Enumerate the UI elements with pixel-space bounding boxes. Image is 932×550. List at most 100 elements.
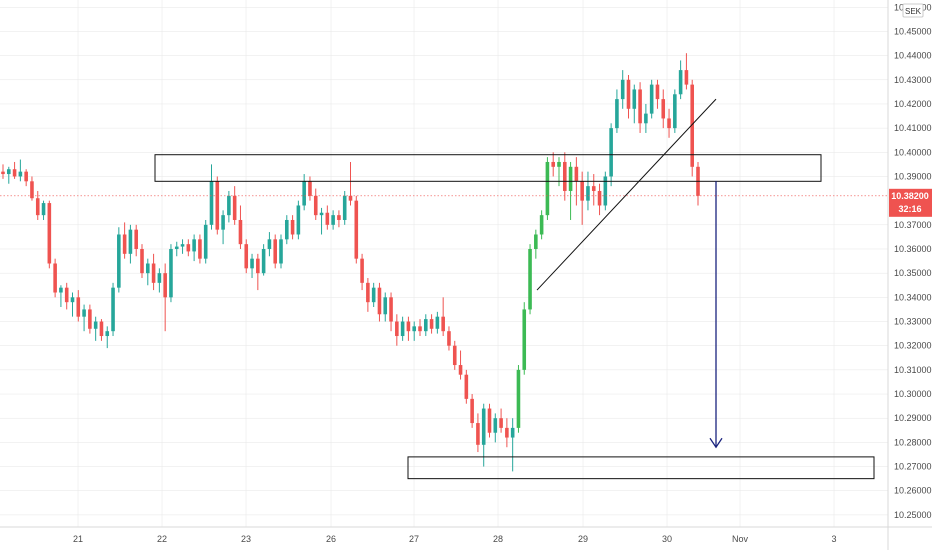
candle-body [296, 205, 301, 235]
candle-body [256, 258, 260, 274]
candle-body [458, 365, 463, 375]
candle-body [232, 195, 237, 220]
candle-body [418, 326, 422, 332]
candle-body [510, 427, 515, 438]
candle-body [551, 161, 556, 167]
candle-body [597, 190, 602, 206]
y-tick-label: 10.34000 [894, 292, 932, 302]
candle-body [221, 215, 225, 230]
candle-body [661, 99, 666, 119]
x-tick-label: Nov [732, 534, 749, 544]
y-tick-label: 10.36000 [894, 244, 932, 254]
y-tick-label: 10.33000 [894, 317, 932, 327]
candle-body [389, 297, 393, 322]
y-tick-label: 10.29000 [894, 413, 932, 423]
candle-body [261, 248, 266, 274]
y-tick-label: 10.43000 [894, 75, 932, 85]
time-axis[interactable]: 21 22 23 26 27 28 29 30 Nov 3 [73, 534, 837, 544]
candle-body [447, 331, 451, 346]
candle-body [273, 239, 278, 264]
candle-body [53, 263, 57, 293]
candle-body [82, 309, 86, 317]
candle-body [250, 258, 254, 269]
x-tick-label: 23 [241, 534, 251, 544]
candle-body [493, 418, 498, 433]
candle-body [128, 229, 133, 254]
candle-body [423, 319, 428, 332]
candle-body [429, 319, 434, 329]
candle-body [371, 287, 376, 303]
candle-body [192, 239, 196, 252]
candle-body [342, 195, 347, 220]
candle-body [412, 326, 417, 332]
candle-body [151, 263, 156, 283]
y-tick-label: 10.40000 [894, 147, 932, 157]
y-tick-label: 10.25000 [894, 510, 932, 520]
candle-body [568, 166, 573, 191]
candle-body [499, 418, 503, 428]
x-tick-label: 27 [409, 534, 419, 544]
candle-body [163, 273, 167, 298]
candle-body [470, 398, 474, 424]
candle-body [59, 287, 63, 293]
candle-body [528, 248, 532, 310]
candle-body [24, 171, 28, 182]
y-tick-label: 10.26000 [894, 486, 932, 496]
trendline [536, 98, 717, 291]
y-tick-label: 10.30000 [894, 389, 932, 399]
candlestick-series [1, 53, 700, 472]
candle-body [169, 248, 173, 298]
candle-body [6, 169, 11, 175]
y-tick-label: 10.41000 [894, 123, 932, 133]
candle-body [117, 234, 121, 288]
candle-body [591, 186, 596, 191]
candle-body [505, 427, 509, 438]
candle-body [609, 128, 613, 177]
candle-body [313, 195, 318, 216]
candle-body [400, 321, 405, 337]
candle-body [574, 166, 579, 182]
candle-body [481, 408, 486, 445]
last-price-value: 10.38200 [891, 191, 929, 201]
candle-body [360, 258, 364, 283]
candle-body [690, 84, 695, 167]
candle-body [1, 171, 5, 175]
candle-body [35, 198, 40, 216]
candle-body [684, 70, 689, 85]
x-tick-label: 28 [493, 534, 503, 544]
candle-body [227, 195, 231, 216]
y-tick-label: 10.45000 [894, 26, 932, 36]
price-axis[interactable]: 10.4600010.4500010.4400010.4300010.42000… [894, 2, 932, 520]
candle-body [76, 297, 81, 317]
candle-body [557, 161, 561, 167]
candle-body [209, 181, 214, 225]
candle-body [267, 239, 272, 249]
candle-body [632, 89, 637, 109]
candle-body [539, 215, 544, 235]
candle-body [198, 239, 202, 259]
candle-body [615, 99, 619, 129]
candle-body [620, 79, 625, 100]
candle-body [383, 297, 388, 315]
candle-body [476, 423, 480, 445]
candle-body [203, 224, 208, 259]
candle-body [562, 161, 567, 191]
candle-body [140, 248, 144, 274]
candle-body [64, 287, 69, 303]
candle-body [105, 331, 110, 337]
currency-badge[interactable]: SEK [902, 3, 924, 18]
x-tick-label: 26 [326, 534, 336, 544]
last-price-tag: 10.38200 32:16 [889, 188, 932, 217]
candle-body [41, 203, 46, 216]
x-tick-label: 21 [73, 534, 83, 544]
target-arrow-head [709, 437, 723, 449]
candle-body [377, 287, 382, 315]
candle-body [93, 321, 98, 329]
candle-body [157, 273, 162, 283]
candle-body [18, 171, 23, 177]
x-tick-label: 3 [831, 534, 836, 544]
candle-body [649, 84, 654, 114]
candle-body [30, 181, 34, 199]
